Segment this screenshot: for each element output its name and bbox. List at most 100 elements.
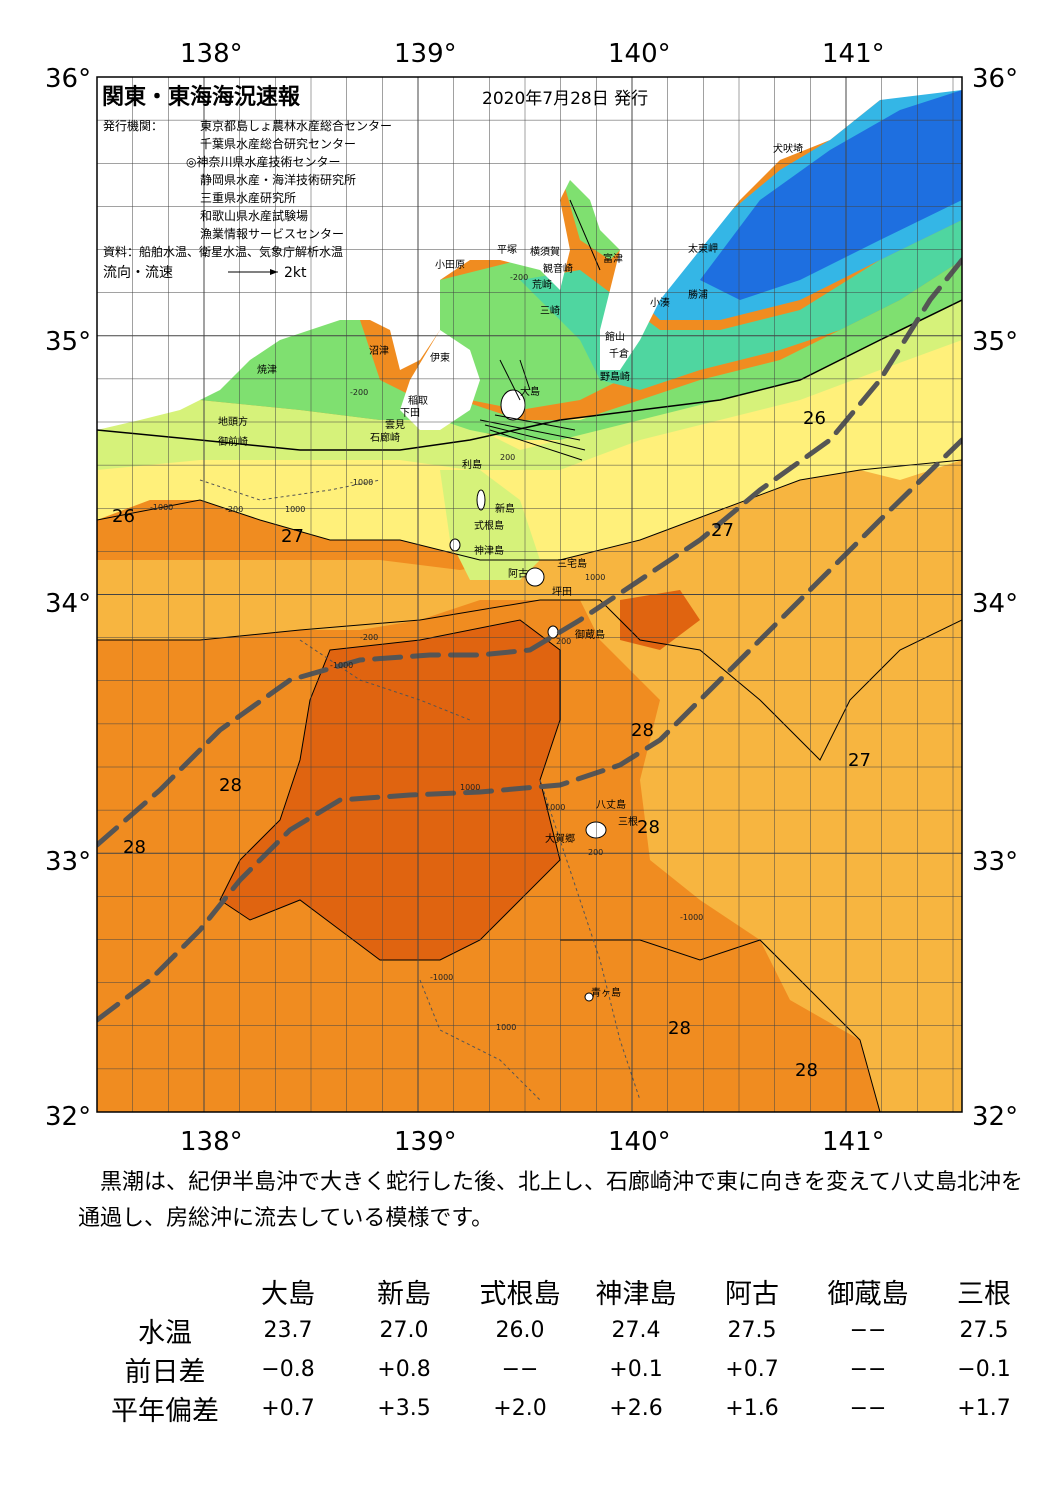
- island-sst-table: 大島 新島 式根島 神津島 阿古 御蔵島 三根 水温 23.7 27.0 26.…: [100, 1272, 1042, 1428]
- flow-legend-label: 流向・流速: [103, 265, 173, 281]
- table-cell: −−: [849, 1318, 887, 1343]
- niijima-island: [476, 489, 486, 511]
- place-label: 千倉: [609, 347, 629, 360]
- column-header: 新島: [377, 1279, 431, 1310]
- hachijojima-island: [585, 821, 607, 839]
- issuer-item: 東京都島しょ農林水産総合センター: [200, 118, 392, 133]
- depth-label: -1000: [350, 478, 373, 487]
- place-label: 御蔵島: [575, 628, 605, 641]
- place-label: 小湊: [650, 296, 670, 309]
- situation-description: 黒潮は、紀伊半島沖で大きく蛇行した後、北上し、石廊崎沖で東に向きを変えて八丈島北…: [78, 1170, 1023, 1231]
- isotherm-27-line: [97, 599, 962, 761]
- place-label: 新島: [495, 502, 515, 515]
- depth-contour-2: [299, 639, 471, 721]
- map-title: 関東・東海海況速報: [102, 84, 301, 110]
- place-label: 野島崎: [600, 370, 630, 383]
- sst-map: 138° 139° 140° 141° 138° 139° 140° 141° …: [45, 39, 1018, 1157]
- kuroshio-main-path: [97, 437, 962, 1023]
- table-cell: +0.7: [261, 1396, 315, 1421]
- depth-label: -1000: [430, 973, 453, 982]
- isotherm-label: 28: [219, 775, 242, 796]
- depth-label: -1000: [150, 503, 173, 512]
- place-label: 横須賀: [530, 245, 560, 258]
- aogashima-island: [584, 992, 594, 1002]
- place-label: 大島: [520, 385, 540, 398]
- sst-29-zone-small: [620, 590, 700, 650]
- place-label: 阿古: [508, 567, 528, 580]
- place-label: 青ヶ島: [591, 986, 621, 999]
- table-cell: +2.0: [493, 1396, 547, 1421]
- sst-25-zone: [97, 300, 962, 470]
- depth-labels: -200 -1000 -1000 -200 1000 -200 200 1000…: [150, 273, 703, 1032]
- depth-label: -1000: [680, 913, 703, 922]
- row-label: 水温: [138, 1318, 192, 1349]
- table-cell: +2.6: [609, 1396, 663, 1421]
- depth-contour-1: [199, 479, 381, 501]
- issuer-item: 漁業情報サービスセンター: [200, 227, 344, 241]
- table-row: 前日差 −0.8 +0.8 −− +0.1 +0.7 −− −0.1: [100, 1350, 1042, 1389]
- kuroshio-north-path: [97, 257, 962, 848]
- sst-25-zone-izu: [440, 470, 540, 580]
- current-vectors: [479, 199, 601, 461]
- lat-label-right: 34°: [972, 589, 1018, 619]
- place-label: 小田原: [435, 259, 465, 271]
- place-label: 石廊崎: [370, 431, 400, 444]
- place-names: 犬吠埼 太東岬 勝浦 小湊 館山 千倉 野島崎 富津 横須賀 観音崎 平塚 荒崎…: [218, 142, 803, 999]
- column-header: 阿古: [725, 1279, 779, 1310]
- lon-label-bottom: 140°: [608, 1127, 671, 1157]
- sst-19-zone: [700, 90, 962, 300]
- table-row: 平年偏差 +0.7 +3.5 +2.0 +2.6 +1.6 −− +1.7: [100, 1389, 1042, 1428]
- table-cell: −−: [849, 1396, 887, 1421]
- place-label: 大賀郷: [545, 832, 575, 845]
- place-label: 八丈島: [596, 798, 626, 811]
- issuer-item: 三重県水産研究所: [200, 190, 296, 205]
- axis-labels: 138° 139° 140° 141° 138° 139° 140° 141° …: [45, 39, 1018, 1157]
- miyakejima-island: [525, 567, 545, 587]
- kozushima-island: [449, 538, 461, 552]
- depth-label: 200: [588, 848, 603, 857]
- lat-label-right: 35°: [972, 327, 1018, 357]
- place-label: 地頭方: [218, 415, 248, 428]
- lat-label-left: 35°: [45, 327, 91, 357]
- depth-label: -200: [360, 633, 378, 642]
- column-header: 大島: [261, 1279, 315, 1310]
- lon-label-top: 138°: [180, 39, 243, 69]
- isotherm-label: 26: [112, 506, 135, 527]
- izu-peninsula: [400, 330, 480, 430]
- isotherm-label: 28: [668, 1018, 691, 1039]
- table-row: 水温 23.7 27.0 26.0 27.4 27.5 −− 27.5: [100, 1311, 1042, 1350]
- place-label: 神津島: [474, 544, 504, 557]
- place-label: 御前崎: [218, 435, 248, 448]
- place-label: 三根: [618, 815, 638, 828]
- depth-label: 200: [556, 637, 571, 646]
- row-label: 平年偏差: [111, 1396, 219, 1427]
- table-cell: 27.5: [727, 1318, 777, 1343]
- flow-legend-scale: 2kt: [284, 265, 307, 281]
- depth-label: -1000: [330, 661, 353, 670]
- table-cell: −0.1: [957, 1357, 1011, 1382]
- issuer-item: 和歌山県水産試験場: [200, 208, 308, 223]
- table-cell: +1.7: [957, 1396, 1011, 1421]
- sst-29-zone: [220, 620, 560, 960]
- table-cell: −−: [849, 1357, 887, 1382]
- depth-label: 1000: [545, 803, 565, 812]
- boso-land: [560, 80, 830, 220]
- isotherm-label: 27: [711, 520, 734, 541]
- depth-label: -200: [510, 273, 528, 282]
- sst-24-zone: [97, 260, 962, 440]
- lon-label-bottom: 138°: [180, 1127, 243, 1157]
- place-label: 稲取: [408, 395, 428, 407]
- place-label: 富津: [603, 252, 623, 265]
- column-header: 三根: [957, 1279, 1011, 1310]
- lat-label-left: 33°: [45, 847, 91, 877]
- lat-label-right: 32°: [972, 1102, 1018, 1132]
- column-header: 御蔵島: [827, 1279, 909, 1310]
- table-cell: +0.7: [725, 1357, 779, 1382]
- table-cell: 27.4: [611, 1318, 661, 1343]
- place-label: 下田: [400, 408, 420, 419]
- depth-contour-4: [419, 979, 541, 1101]
- depth-label: 1000: [285, 505, 305, 514]
- place-label: 坪田: [552, 585, 572, 598]
- place-label: 平塚: [497, 244, 517, 256]
- lat-label-left: 36°: [45, 64, 91, 94]
